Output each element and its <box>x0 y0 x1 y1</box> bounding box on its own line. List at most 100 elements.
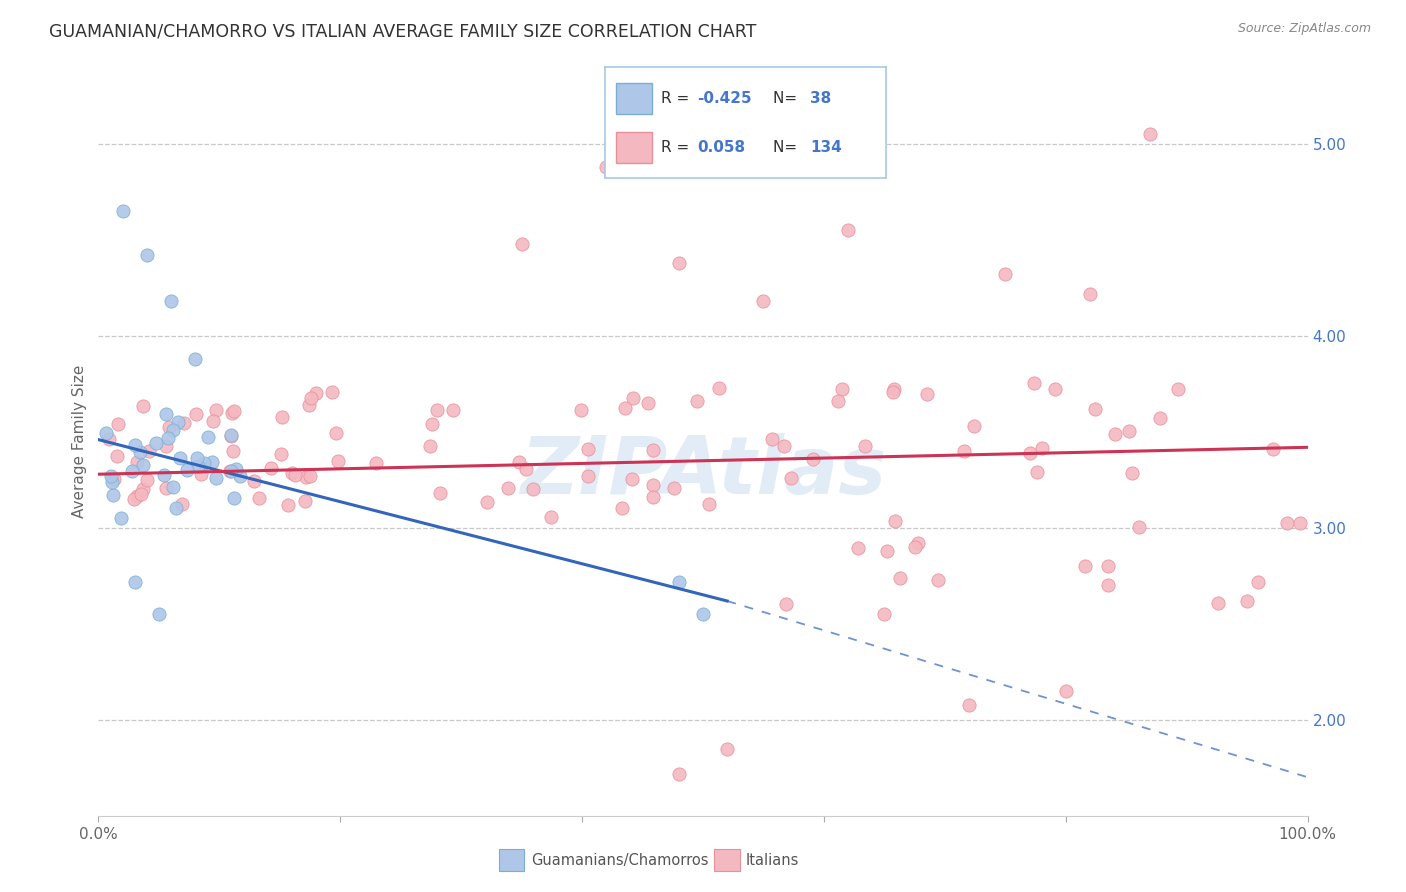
Point <box>294 494 316 508</box>
Point <box>643 478 665 492</box>
Point <box>121 464 143 478</box>
Point <box>419 439 441 453</box>
Point <box>100 468 122 483</box>
Point <box>101 475 124 490</box>
Point <box>124 438 146 452</box>
Point <box>1074 559 1097 574</box>
Point <box>193 456 215 470</box>
Point <box>170 497 193 511</box>
Point <box>668 574 690 589</box>
Point <box>145 435 167 450</box>
Point <box>576 442 599 456</box>
Point <box>522 482 544 496</box>
Point <box>692 607 714 622</box>
Point <box>298 397 321 411</box>
Point <box>1236 594 1258 608</box>
Point <box>135 473 157 487</box>
Point <box>103 472 125 486</box>
Point <box>595 160 617 174</box>
Point <box>883 383 905 397</box>
Point <box>441 402 464 417</box>
Point <box>135 248 157 262</box>
Point <box>510 236 533 251</box>
Point <box>641 490 664 504</box>
Point <box>686 394 709 409</box>
Point <box>1206 596 1229 610</box>
Point <box>889 571 911 585</box>
Y-axis label: Average Family Size: Average Family Size <box>72 365 87 518</box>
Point <box>270 447 292 461</box>
Point <box>201 455 224 469</box>
Point <box>101 488 124 502</box>
Text: 134: 134 <box>810 140 842 154</box>
Point <box>129 445 152 459</box>
Point <box>1121 466 1143 480</box>
Text: Source: ZipAtlas.com: Source: ZipAtlas.com <box>1237 22 1371 36</box>
Point <box>827 393 849 408</box>
Point <box>957 698 980 712</box>
Point <box>148 607 170 622</box>
Point <box>298 468 321 483</box>
Point <box>107 417 129 431</box>
Point <box>1097 559 1119 574</box>
Text: R =: R = <box>661 91 695 105</box>
Point <box>325 426 347 441</box>
Point <box>907 536 929 550</box>
Point <box>876 544 898 558</box>
Point <box>111 204 134 219</box>
Point <box>204 402 226 417</box>
Point <box>1018 446 1040 460</box>
Point <box>155 481 177 495</box>
Point <box>162 479 184 493</box>
Point <box>801 452 824 467</box>
Point <box>1104 426 1126 441</box>
Point <box>225 462 247 476</box>
Point <box>1275 516 1298 530</box>
Point <box>219 429 242 443</box>
Bar <box>616 131 652 162</box>
Point <box>259 460 281 475</box>
Point <box>904 540 927 554</box>
Point <box>429 486 451 500</box>
Text: 0.058: 0.058 <box>697 140 745 154</box>
Point <box>884 514 907 528</box>
Bar <box>616 83 652 114</box>
Point <box>846 541 869 555</box>
Point <box>621 472 644 486</box>
Point <box>569 403 592 417</box>
Point <box>132 400 155 414</box>
Point <box>882 384 904 399</box>
Point <box>364 456 387 470</box>
Point <box>124 574 146 589</box>
Point <box>127 455 149 469</box>
Point <box>426 402 449 417</box>
Text: N=: N= <box>773 91 803 105</box>
Point <box>540 510 562 524</box>
Point <box>1054 684 1077 698</box>
Point <box>576 468 599 483</box>
Point <box>129 487 152 501</box>
Point <box>475 495 498 509</box>
Point <box>155 439 177 453</box>
Point <box>610 501 633 516</box>
Point <box>1167 383 1189 397</box>
Point <box>176 463 198 477</box>
Point <box>697 497 720 511</box>
Point <box>197 429 219 443</box>
Point <box>837 223 859 237</box>
Point <box>707 381 730 395</box>
Point <box>637 395 659 409</box>
Point <box>1139 127 1161 141</box>
Point <box>186 450 208 465</box>
Point <box>775 597 797 611</box>
Point <box>97 432 120 446</box>
Point <box>202 414 225 428</box>
Point <box>247 491 270 506</box>
Text: GUAMANIAN/CHAMORRO VS ITALIAN AVERAGE FAMILY SIZE CORRELATION CHART: GUAMANIAN/CHAMORRO VS ITALIAN AVERAGE FA… <box>49 22 756 40</box>
Point <box>752 294 775 309</box>
Point <box>165 500 187 515</box>
Point <box>508 455 530 469</box>
Text: N=: N= <box>773 140 803 154</box>
Point <box>326 454 349 468</box>
Point <box>1128 519 1150 533</box>
